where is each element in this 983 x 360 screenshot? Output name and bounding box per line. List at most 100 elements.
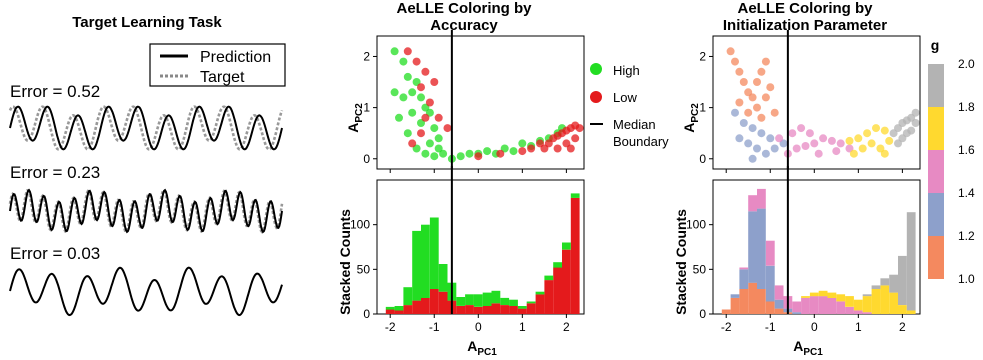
scatter-point (456, 152, 465, 161)
histogram-bar (889, 274, 898, 293)
scatter-point (872, 124, 880, 133)
middle-xlabel-main: A (467, 338, 477, 354)
histogram-bar (517, 306, 527, 309)
scatter-point (571, 134, 580, 143)
scatter-point (575, 124, 584, 133)
scatter-point (425, 98, 434, 107)
right-title-line2: Initialization Parameter (723, 17, 887, 34)
colorbar-segment (928, 150, 944, 193)
histogram-bar (871, 289, 881, 314)
scatter-point (421, 113, 430, 122)
histogram-bar (403, 287, 413, 306)
scatter-point (408, 108, 417, 117)
high-legend-label: High (613, 63, 640, 78)
histogram-bar (889, 292, 898, 314)
scatter-point (434, 144, 443, 153)
histogram-bar (853, 310, 863, 314)
middle-panel: AeLLE Coloring by Accuracy 0 1 2 0 50 100 -2 -… (337, 0, 669, 358)
right-hist-ylabel: Stacked Counts (673, 209, 689, 315)
scatter-point (430, 78, 439, 86)
histogram-bar (465, 305, 474, 314)
scatter-point (770, 108, 779, 117)
low-legend-marker (590, 91, 602, 103)
colorbar-segment (928, 64, 944, 107)
scatter-point (761, 57, 770, 66)
right-xlabel-main: A (793, 338, 803, 354)
median-legend-label-2: Boundary (613, 134, 669, 149)
histogram-bar (765, 265, 775, 302)
scatter-point (496, 149, 505, 158)
histogram-bar (792, 312, 802, 314)
scatter-point (814, 149, 823, 158)
scatter-point (845, 144, 854, 153)
scatter-point (845, 136, 854, 145)
scatter-point (797, 124, 806, 133)
middle-scatter-ylabel-sub: PC2 (354, 103, 365, 123)
histogram-bar (898, 255, 907, 305)
histogram-bar (526, 303, 536, 314)
histogram-bar (774, 308, 784, 314)
scatter-point (408, 88, 417, 97)
histogram-bar (482, 306, 492, 314)
middle-title-line2: Accuracy (430, 17, 498, 34)
x-tick-label: -1 (429, 320, 440, 334)
scatter-point (792, 144, 801, 153)
scatter-point (748, 124, 757, 133)
scatter-point (403, 47, 412, 56)
middle-hist-ylabel: Stacked Counts (337, 209, 353, 315)
colorbar-segment (928, 107, 944, 150)
scatter-point (465, 149, 474, 158)
right-histogram: 0 50 100 -2 -1 0 1 2 (686, 166, 921, 334)
wave-row-1 (8, 105, 284, 151)
scatter-point (757, 129, 766, 138)
scatter-point (735, 98, 744, 107)
histogram-bar (774, 299, 784, 309)
histogram-bar (765, 240, 775, 266)
histogram-bar (827, 297, 837, 314)
histogram-bar (862, 312, 872, 314)
histogram-bar (730, 297, 740, 314)
prediction-legend-label: Prediction (200, 49, 271, 66)
histogram-bar (739, 289, 749, 314)
scatter-point (827, 136, 836, 145)
scatter-point (434, 113, 443, 122)
histogram-bar (809, 292, 819, 297)
histogram-bar (748, 195, 757, 212)
scatter-point (395, 113, 403, 122)
y-tick-label: 50 (357, 262, 371, 276)
left-legend-box (149, 43, 286, 87)
target-legend-label: Target (200, 69, 245, 86)
histogram-bar (570, 193, 580, 198)
histogram-bar (818, 290, 828, 297)
scatter-point (744, 139, 753, 148)
y-tick-label: 1 (699, 101, 706, 115)
target-wave-line (8, 188, 284, 234)
histogram-bar (553, 267, 562, 314)
scatter-point (911, 108, 920, 117)
scatter-point (761, 149, 770, 158)
scatter-point (430, 152, 439, 161)
scatter-point (880, 149, 889, 158)
scatter-point (753, 103, 761, 112)
error-label-2: Error = 0.23 (10, 163, 100, 182)
axes-frame (712, 35, 921, 170)
y-tick-label: 1 (363, 101, 370, 115)
y-tick-label: 0 (699, 307, 706, 321)
median-legend-label-1: Median (613, 117, 656, 132)
histogram-bar (853, 299, 863, 311)
accuracy-legend: High Low Median Boundary (590, 63, 669, 149)
histogram-bar (836, 294, 846, 302)
scatter-point (766, 83, 775, 92)
histogram-bar (748, 282, 757, 314)
y-tick-label: 0 (363, 152, 370, 166)
middle-scatter-ylabel: APC2 (345, 103, 365, 133)
scatter-point (761, 93, 770, 102)
histogram-bar (473, 306, 483, 314)
histogram-bar (509, 306, 518, 314)
middle-title-line1: AeLLE Coloring by (397, 0, 533, 17)
middle-scatter-plot: 0 1 2 (363, 30, 585, 173)
scatter-point (858, 144, 867, 153)
prediction-wave-line (9, 266, 283, 317)
histogram-bar (880, 278, 890, 286)
